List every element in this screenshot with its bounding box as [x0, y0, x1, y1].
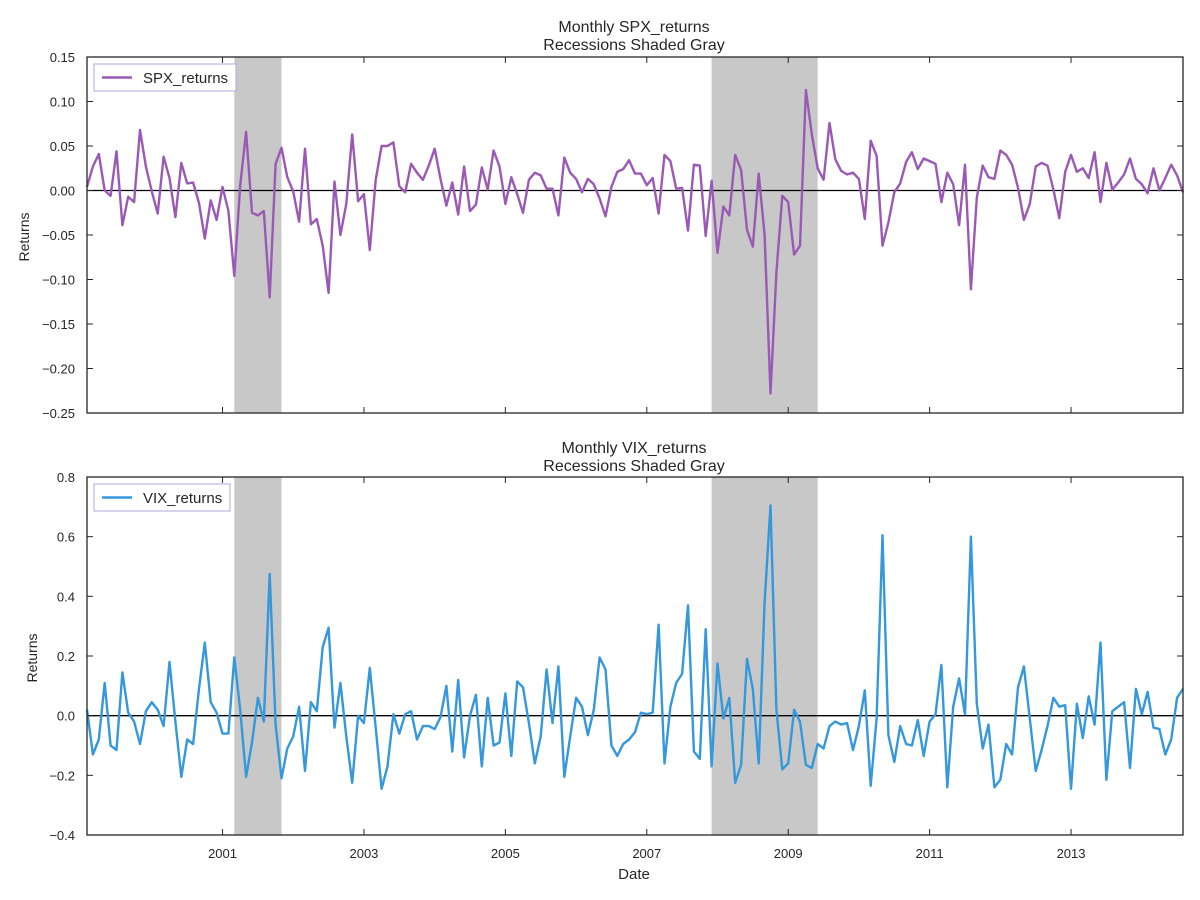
spx-y-tick-label: 0.10 — [50, 95, 75, 110]
x-axis-label: Date — [618, 866, 650, 883]
vix-chart: Monthly VIX_returns Recessions Shaded Gr… — [24, 440, 1185, 861]
spx-chart: Monthly SPX_returns Recessions Shaded Gr… — [16, 19, 1185, 421]
vix-chart-title: Monthly VIX_returns — [562, 440, 707, 457]
spx-series-line — [85, 88, 1185, 395]
spx-chart-title: Monthly SPX_returns — [558, 19, 709, 36]
vix-recession-band — [711, 477, 818, 835]
vix-chart-subtitle: Recessions Shaded Gray — [543, 458, 724, 475]
x-tick-label: 2009 — [774, 846, 803, 861]
spx-y-tick-label: −0.05 — [42, 228, 75, 243]
spx-y-tick-label: 0.05 — [50, 139, 75, 154]
vix-y-tick-label: 0.4 — [57, 589, 75, 604]
spx-chart-subtitle: Recessions Shaded Gray — [543, 37, 724, 54]
x-tick-label: 2001 — [208, 846, 237, 861]
x-tick-label: 2005 — [491, 846, 520, 861]
spx-y-tick-label: −0.15 — [42, 317, 75, 332]
vix-y-tick-label: 0.0 — [57, 709, 75, 724]
spx-legend-label: SPX_returns — [143, 70, 228, 87]
spx-y-tick-label: 0.00 — [50, 184, 75, 199]
spx-y-tick-label: 0.15 — [50, 50, 75, 65]
vix-plot-area: 0.8 0.6 0.4 0.2 0.0 −0.2 −0.4 2001 2003 2005 2007 2… — [49, 470, 1185, 861]
spx-y-tick-label: −0.20 — [42, 362, 75, 377]
spx-y-tick-label: −0.10 — [42, 273, 75, 288]
vix-y-tick-label: 0.8 — [57, 470, 75, 485]
vix-y-tick-label: 0.6 — [57, 530, 75, 545]
spx-y-axis-label: Returns — [16, 212, 32, 261]
spx-y-tick-label: −0.25 — [42, 406, 75, 421]
x-tick-label: 2003 — [349, 846, 378, 861]
spx-plot-area: 0.15 0.10 0.05 0.00 −0.05 −0.10 −0.15 −0.20 −0.2… — [42, 50, 1185, 421]
x-tick-label: 2013 — [1057, 846, 1086, 861]
x-tick-label: 2007 — [632, 846, 661, 861]
spx-recession-band — [234, 57, 282, 413]
vix-y-tick-label: −0.2 — [49, 768, 75, 783]
vix-legend-label: VIX_returns — [143, 490, 222, 507]
x-tick-label: 2011 — [916, 846, 944, 861]
vix-y-tick-label: −0.4 — [49, 828, 75, 843]
vix-series-line — [85, 504, 1185, 790]
vix-y-axis-label: Returns — [24, 633, 40, 682]
vix-recession-band — [234, 477, 282, 835]
vix-y-tick-label: 0.2 — [57, 649, 75, 664]
